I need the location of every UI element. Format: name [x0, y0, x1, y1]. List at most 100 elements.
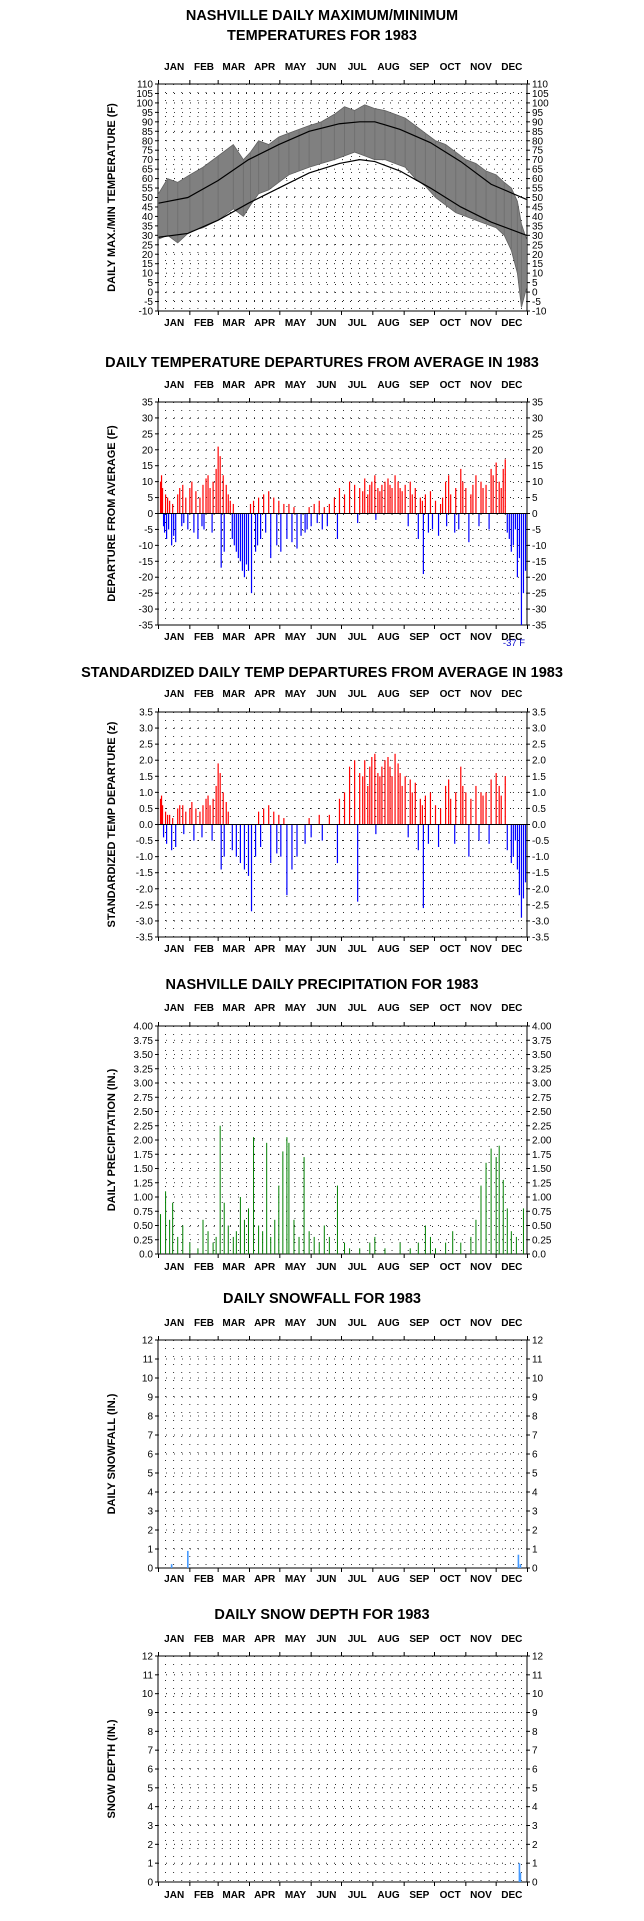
month-label-top: OCT — [440, 1003, 461, 1014]
month-label-top: JUN — [316, 62, 336, 73]
month-label-bottom: MAY — [285, 1262, 307, 1273]
y-tick-label-right: 7 — [532, 1431, 538, 1442]
y-tick-label-left: -20 — [139, 573, 154, 584]
month-label-top: DEC — [501, 380, 522, 391]
y-tick-label-left: 1.25 — [134, 1178, 154, 1189]
y-tick-label-left: 3 — [147, 1507, 153, 1518]
y-tick-label-left: 2.00 — [134, 1136, 154, 1147]
y-tick-label-right: 80 — [532, 136, 544, 147]
y-tick-label-right: 6 — [532, 1765, 538, 1776]
month-label-top: NOV — [470, 1003, 492, 1014]
y-tick-label-right: 0 — [532, 1878, 538, 1889]
y-tick-label-left: 3.00 — [134, 1079, 154, 1090]
y-tick-label-left: 1 — [147, 1859, 153, 1870]
month-label-bottom: AUG — [377, 632, 399, 643]
month-label-top: MAR — [222, 689, 246, 700]
y-tick-label-left: 9 — [147, 1708, 153, 1719]
y-tick-label-left: -0.5 — [136, 836, 154, 847]
y-tick-label-right: -15 — [532, 557, 547, 568]
chart-title: DAILY SNOW DEPTH FOR 1983 — [214, 1607, 429, 1623]
y-tick-label-left: 10 — [142, 1689, 154, 1700]
month-label-top: MAY — [285, 1003, 307, 1014]
month-label-bottom: FEB — [194, 944, 214, 955]
y-tick-label-left: 10 — [142, 1374, 154, 1385]
month-label-top: DEC — [501, 689, 522, 700]
month-label-bottom: MAR — [222, 1262, 246, 1273]
y-tick-label-left: 0.5 — [139, 804, 153, 815]
y-tick-label-left: 5 — [147, 1469, 153, 1480]
y-tick-label-left: -5 — [144, 297, 153, 308]
y-tick-label-left: -10 — [139, 541, 154, 552]
month-label-top: APR — [254, 380, 276, 391]
month-label-top: AUG — [377, 689, 399, 700]
y-tick-label-right: 8 — [532, 1412, 538, 1423]
y-tick-label-left: 12 — [142, 1652, 154, 1663]
month-label-top: OCT — [440, 1318, 461, 1329]
month-label-top: AUG — [377, 380, 399, 391]
y-tick-label-left: 30 — [142, 413, 154, 424]
y-tick-label-left: 35 — [142, 398, 154, 409]
month-label-bottom: NOV — [470, 1262, 492, 1273]
month-label-top: SEP — [409, 1318, 429, 1329]
chart-title: DAILY TEMPERATURE DEPARTURES FROM AVERAG… — [105, 355, 539, 371]
y-tick-label-left: 60 — [142, 174, 154, 185]
month-label-bottom: OCT — [440, 632, 461, 643]
y-tick-label-left: 3 — [147, 1821, 153, 1832]
y-tick-label-left: 75 — [142, 146, 154, 157]
y-tick-label-right: 100 — [532, 98, 549, 109]
y-tick-label-right: 1 — [532, 1545, 538, 1556]
y-tick-label-left: 4 — [147, 1488, 153, 1499]
month-label-bottom: FEB — [194, 318, 214, 329]
month-label-bottom: JAN — [164, 318, 184, 329]
y-tick-label-right: 0.0 — [532, 820, 546, 831]
month-label-bottom: DEC — [501, 1890, 522, 1901]
y-tick-label-left: 1.00 — [134, 1193, 154, 1204]
month-label-bottom: MAY — [285, 944, 307, 955]
y-tick-label-left: 6 — [147, 1765, 153, 1776]
y-tick-label-left: 11 — [143, 1670, 154, 1681]
month-label-top: NOV — [470, 62, 492, 73]
y-tick-label-left: 4 — [147, 1802, 153, 1813]
y-tick-label-left: 10 — [142, 477, 154, 488]
y-tick-label-right: -5 — [532, 297, 541, 308]
chart-precip: NASHVILLE DAILY PRECIPITATION FOR 1983 JA… — [106, 977, 552, 1273]
month-label-bottom: DEC — [501, 1574, 522, 1585]
y-tick-label-right: -1.5 — [532, 868, 550, 879]
y-tick-label-right: 1.0 — [532, 788, 546, 799]
month-label-bottom: MAY — [285, 1890, 307, 1901]
month-label-top: SEP — [409, 1003, 429, 1014]
y-tick-label-left: 0.0 — [139, 820, 153, 831]
y-tick-label-left: 100 — [136, 98, 153, 109]
y-tick-label-right: 8 — [532, 1727, 538, 1738]
month-label-bottom: MAR — [222, 1890, 246, 1901]
month-label-bottom: APR — [254, 944, 276, 955]
y-tick-label-left: 0.50 — [134, 1221, 154, 1232]
y-tick-label-right: 30 — [532, 413, 544, 424]
y-tick-label-right: -5 — [532, 525, 541, 536]
y-tick-label-right: 9 — [532, 1708, 538, 1719]
chart-title: NASHVILLE DAILY PRECIPITATION FOR 1983 — [166, 977, 479, 993]
y-tick-label-right: -0.5 — [532, 836, 550, 847]
month-label-bottom: NOV — [470, 944, 492, 955]
y-tick-label-left: 8 — [147, 1412, 153, 1423]
y-tick-label-right: 3.75 — [532, 1036, 552, 1047]
y-tick-label-right: 10 — [532, 1374, 544, 1385]
y-tick-label-right: 55 — [532, 184, 544, 195]
y-tick-label-right: 10 — [532, 269, 544, 280]
month-label-bottom: APR — [254, 318, 276, 329]
month-label-bottom: MAR — [222, 944, 246, 955]
month-label-top: JAN — [164, 380, 184, 391]
chart-title-line2: TEMPERATURES FOR 1983 — [227, 28, 417, 44]
y-tick-label-left: 5 — [147, 493, 153, 504]
month-label-top: JUL — [348, 1003, 367, 1014]
month-label-bottom: JUN — [316, 318, 336, 329]
y-tick-label-right: 1 — [532, 1859, 538, 1870]
y-tick-label-left: 0.75 — [134, 1207, 154, 1218]
y-tick-label-right: 2.50 — [532, 1107, 552, 1118]
month-label-bottom: AUG — [377, 318, 399, 329]
y-tick-label-right: 90 — [532, 117, 544, 128]
month-label-top: NOV — [470, 1318, 492, 1329]
y-tick-label-left: 2 — [147, 1840, 153, 1851]
month-label-top: DEC — [501, 1003, 522, 1014]
y-tick-label-left: 15 — [142, 461, 154, 472]
